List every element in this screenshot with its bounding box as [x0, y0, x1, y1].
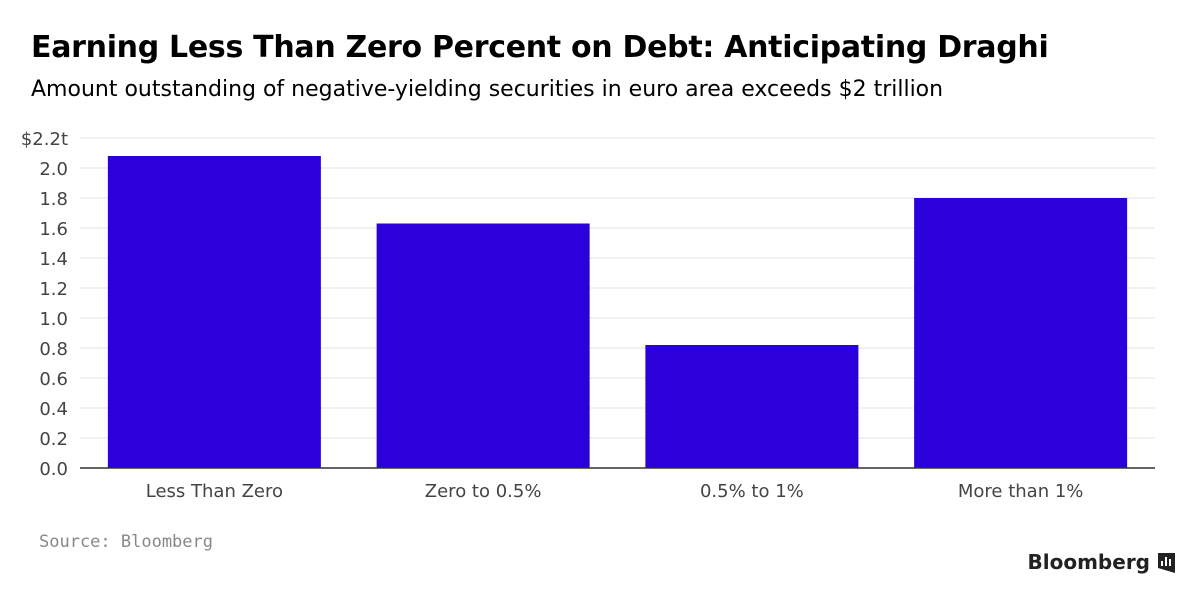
axes: 0.0 0.2 0.4 0.6 0.8 1.0 1.2 1.4 1.6 1.8 2.0 $2.2t Le…: [21, 129, 1155, 502]
bloomberg-logo: Bloomberg: [1027, 550, 1150, 574]
x-category-label: Less Than Zero: [146, 481, 283, 502]
bloomberg-chart-icon: [1158, 553, 1175, 573]
y-tick-label: 1.4: [39, 249, 68, 270]
bar: [376, 223, 590, 468]
source-note: Source: Bloomberg: [39, 532, 213, 552]
y-tick-label: 1.6: [39, 219, 68, 240]
y-tick-label: 0.2: [39, 429, 68, 450]
y-tick-label: 0.0: [39, 459, 68, 480]
y-tick-label: 1.2: [39, 279, 68, 300]
bar: [107, 156, 321, 468]
y-tick-label: 2.0: [39, 159, 68, 180]
y-tick-label: 0.8: [39, 339, 68, 360]
bars: [107, 156, 1128, 468]
chart-title: Earning Less Than Zero Percent on Debt: …: [31, 30, 1049, 65]
x-category-label: More than 1%: [958, 481, 1084, 502]
bar: [914, 198, 1128, 468]
x-category-label: 0.5% to 1%: [700, 481, 804, 502]
y-tick-label: 1.8: [39, 189, 68, 210]
y-tick-label: $2.2t: [21, 129, 68, 150]
x-category-label: Zero to 0.5%: [425, 481, 542, 502]
chart-subtitle: Amount outstanding of negative-yielding …: [31, 77, 944, 102]
bar: [645, 345, 859, 468]
y-tick-label: 0.6: [39, 369, 68, 390]
y-tick-label: 0.4: [39, 399, 68, 420]
y-tick-label: 1.0: [39, 309, 68, 330]
